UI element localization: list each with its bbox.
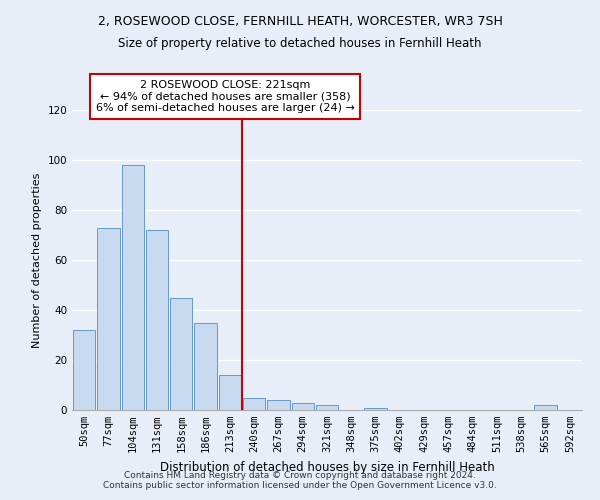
- Bar: [218, 375, 241, 410]
- Bar: [146, 230, 168, 410]
- Bar: [170, 298, 193, 410]
- Y-axis label: Number of detached properties: Number of detached properties: [32, 172, 42, 348]
- Bar: [243, 398, 265, 410]
- X-axis label: Distribution of detached houses by size in Fernhill Heath: Distribution of detached houses by size …: [160, 460, 494, 473]
- Bar: [73, 330, 95, 410]
- Bar: [267, 400, 290, 410]
- Bar: [97, 228, 119, 410]
- Text: 2 ROSEWOOD CLOSE: 221sqm
← 94% of detached houses are smaller (358)
6% of semi-d: 2 ROSEWOOD CLOSE: 221sqm ← 94% of detach…: [95, 80, 355, 113]
- Text: Contains HM Land Registry data © Crown copyright and database right 2024.
Contai: Contains HM Land Registry data © Crown c…: [103, 470, 497, 490]
- Bar: [364, 408, 387, 410]
- Bar: [122, 165, 144, 410]
- Text: Size of property relative to detached houses in Fernhill Heath: Size of property relative to detached ho…: [118, 38, 482, 51]
- Text: 2, ROSEWOOD CLOSE, FERNHILL HEATH, WORCESTER, WR3 7SH: 2, ROSEWOOD CLOSE, FERNHILL HEATH, WORCE…: [98, 15, 502, 28]
- Bar: [535, 405, 557, 410]
- Bar: [194, 322, 217, 410]
- Bar: [316, 405, 338, 410]
- Bar: [292, 402, 314, 410]
